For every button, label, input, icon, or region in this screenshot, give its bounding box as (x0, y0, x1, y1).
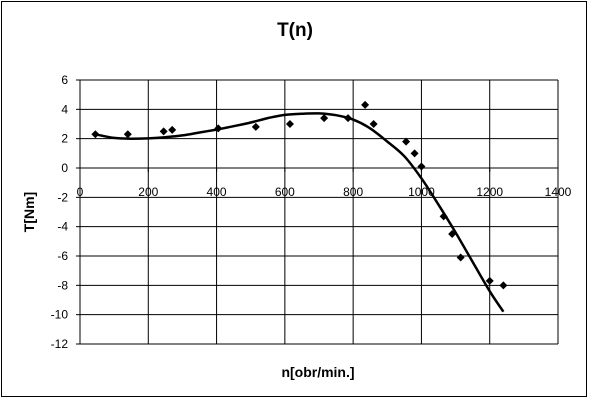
x-tick-labels: 0 200 400 600 800 1000 1200 1400 (77, 185, 572, 199)
data-point (320, 114, 329, 123)
data-point (369, 120, 378, 128)
data-point (485, 276, 494, 285)
data-point (402, 137, 411, 146)
trendline-group (95, 112, 505, 313)
y-tick-label: -4 (57, 220, 68, 234)
y-tick-label: -8 (57, 278, 68, 292)
y-axis-label: T[Nm] (21, 192, 37, 232)
data-point (439, 212, 448, 221)
data-point (361, 100, 370, 109)
x-tick-label: 400 (207, 185, 227, 199)
axes (76, 79, 559, 345)
x-tick-label: 200 (138, 185, 158, 199)
data-point (344, 114, 353, 123)
x-tick-label: 1400 (545, 185, 572, 199)
x-tick-label: 1200 (476, 185, 503, 199)
data-point (410, 149, 419, 158)
y-tick-label: -10 (51, 308, 69, 322)
data-points (91, 100, 508, 290)
y-tick-label: 6 (61, 73, 68, 87)
data-point (417, 162, 426, 171)
y-tick-label: 2 (61, 132, 68, 146)
x-tick-label: 800 (343, 185, 363, 199)
data-point (456, 253, 465, 262)
y-tick-label: -2 (57, 190, 68, 204)
data-point (168, 125, 177, 134)
data-point (123, 130, 132, 139)
data-point (214, 124, 223, 133)
data-point (285, 120, 294, 128)
y-tick-labels: 6 4 2 0 -2 -4 -6 -8 -10 -12 (51, 73, 69, 351)
data-point (448, 230, 457, 238)
x-tick-label: 0 (77, 185, 84, 199)
data-point (499, 281, 508, 290)
data-point (159, 127, 168, 136)
data-point (91, 130, 100, 139)
y-tick-label: 4 (61, 102, 68, 116)
y-tick-label: 0 (61, 161, 68, 175)
y-tick-label: -12 (51, 337, 69, 351)
chart-title: T(n) (277, 20, 313, 41)
x-tick-label: 600 (275, 185, 295, 199)
x-axis-label: n[obr/min.] (281, 364, 354, 380)
data-point (251, 122, 260, 131)
trendline (95, 112, 505, 313)
y-tick-label: -6 (57, 249, 68, 263)
grid (79, 79, 559, 345)
